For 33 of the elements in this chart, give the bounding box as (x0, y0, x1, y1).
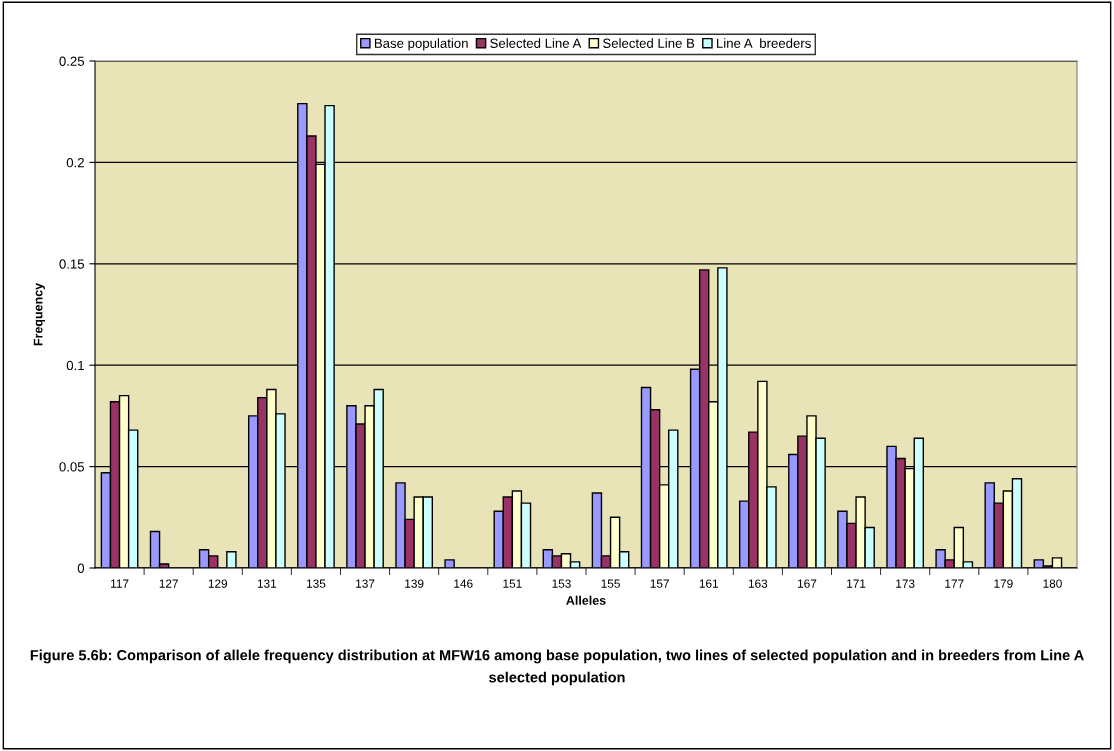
x-tick-label: 137 (356, 579, 375, 588)
legend-label: Line A breeders (717, 38, 811, 48)
y-tick-label: 0.05 (59, 462, 85, 472)
x-tick-label: 173 (896, 579, 915, 588)
y-tick-label: 0.25 (59, 56, 85, 66)
x-tick-label: 157 (650, 579, 669, 588)
x-tick-label: 146 (454, 579, 473, 588)
x-tick-label: 131 (257, 579, 277, 588)
x-tick-label: 117 (111, 579, 129, 588)
x-tick-label: 177 (945, 579, 964, 588)
x-tick-label: 153 (552, 579, 571, 588)
y-tick-label: 0.15 (59, 259, 85, 269)
x-tick-label: 129 (208, 579, 228, 588)
y-tick-label: 0.1 (66, 360, 84, 371)
legend-label: Base population (374, 38, 468, 51)
x-tick-label: 155 (601, 579, 620, 588)
legend-label: Selected Line B (603, 38, 695, 48)
x-tick-label: 151 (503, 579, 522, 588)
x-tick-label: 127 (159, 579, 178, 588)
y-axis-title: Frequency (33, 282, 46, 346)
x-tick-label: 135 (307, 579, 326, 588)
x-tick-label: 179 (994, 579, 1013, 588)
y-tick-label: 0.2 (66, 157, 84, 168)
x-tick-label: 171 (847, 579, 866, 588)
x-axis-title: Alleles (566, 595, 606, 605)
y-tick-label: 0 (77, 563, 85, 573)
caption: Figure 5.6b: Comparison of allele frequency distribution at MFW16 among base population, two lines of selected population and in breeders from Line A selected population (30, 649, 1084, 686)
legend-label: Selected Line A (490, 38, 582, 48)
x-tick-label: 167 (798, 579, 817, 588)
x-tick-label: 180 (1043, 579, 1062, 588)
x-tick-label: 163 (748, 579, 768, 588)
x-tick-label: 139 (405, 579, 424, 588)
x-tick-label: 161 (699, 579, 719, 588)
